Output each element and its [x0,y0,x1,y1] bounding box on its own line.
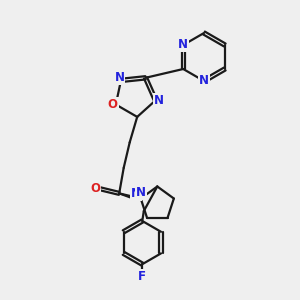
Text: O: O [90,182,100,195]
Text: N: N [199,74,209,88]
Text: N: N [154,94,164,107]
Text: N: N [114,71,124,85]
Text: O: O [108,98,118,111]
Text: N: N [178,38,188,52]
Text: N: N [131,188,141,200]
Text: F: F [138,270,146,283]
Text: N: N [136,186,146,199]
